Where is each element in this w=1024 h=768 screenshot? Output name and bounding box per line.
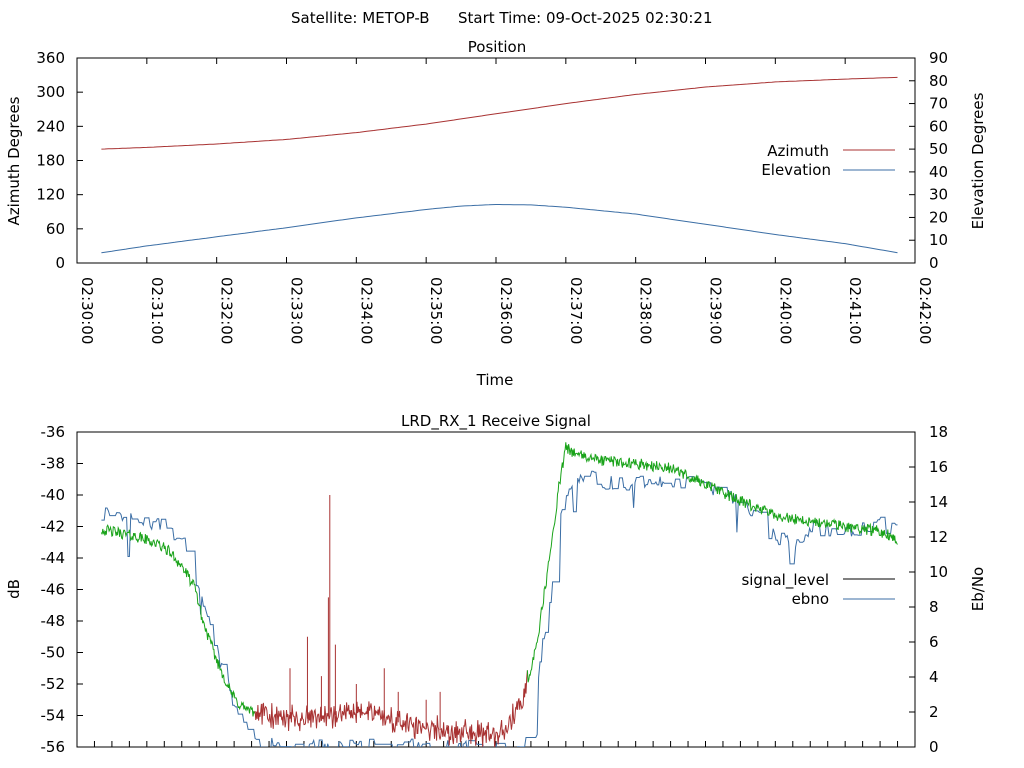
elevation-tick-label: 10 [929, 231, 948, 249]
ebno-axis-label: Eb/No [969, 567, 987, 611]
elevation-axis-label: Elevation Degrees [969, 92, 987, 229]
elevation-tick-label: 50 [929, 140, 948, 158]
position-chart: 0 60 120 180 240 300 360 0 10 20 30 40 50 60 70 80 90 02:… [36, 49, 948, 344]
ebno-tick-label: 14 [929, 493, 948, 511]
db-tick-label: -40 [41, 486, 66, 504]
azimuth-tick-label: 60 [46, 220, 65, 238]
time-tick-label: 02:39:00 [707, 277, 725, 344]
signal-series-group [100, 442, 898, 747]
time-tick-label: 02:36:00 [497, 277, 515, 344]
time-tick-label: 02:31:00 [148, 277, 166, 344]
ebno-tick-label: 6 [929, 633, 939, 651]
time-tick-label: 02:34:00 [357, 277, 375, 344]
time-tick-label: 02:38:00 [637, 277, 655, 344]
signal-chart: -56 -54 -52 -50 -48 -46 -44 -42 -40 -38 -36 0 2 4 6 8 10… [41, 423, 949, 756]
db-tick-label: -38 [41, 455, 66, 473]
legend-signal-level-label: signal_level [741, 571, 829, 590]
elevation-tick-label: 30 [929, 186, 948, 204]
signal-level-line-start [100, 524, 256, 717]
azimuth-line [101, 76, 898, 150]
elevation-tick-label: 90 [929, 49, 948, 67]
time-tick-label: 02:40:00 [776, 277, 794, 344]
db-tick-label: -44 [41, 549, 66, 567]
time-tick-label: 02:42:00 [916, 277, 934, 344]
ebno-tick-label: 16 [929, 458, 948, 476]
elevation-tick-label: 60 [929, 117, 948, 135]
signal-chart-title: LRD_RX_1 Receive Signal [401, 412, 591, 431]
azimuth-tick-label: 300 [36, 83, 65, 101]
db-tick-label: -48 [41, 612, 66, 630]
db-tick-label: -54 [41, 707, 66, 725]
db-tick-label: -36 [41, 423, 66, 441]
satellite-label: Satellite: METOP-B [291, 9, 430, 27]
time-tick-label: 02:33:00 [288, 277, 306, 344]
ebno-tick-label: 12 [929, 528, 948, 546]
elevation-tick-label: 80 [929, 72, 948, 90]
time-tick-label: 02:37:00 [567, 277, 585, 344]
ebno-tick-label: 0 [929, 738, 939, 756]
signal-plot-frame [76, 431, 916, 748]
position-chart-title: Position [468, 38, 526, 56]
elevation-tick-label: 70 [929, 95, 948, 113]
ebno-line [101, 470, 898, 747]
time-tick-label: 02:32:00 [218, 277, 236, 344]
db-tick-label: -50 [41, 644, 66, 662]
db-tick-label: -56 [41, 738, 66, 756]
azimuth-tick-label: 120 [36, 186, 65, 204]
signal-level-line-end [526, 442, 898, 683]
azimuth-tick-label: 240 [36, 117, 65, 135]
db-tick-label: -52 [41, 675, 66, 693]
azimuth-tick-label: 0 [55, 254, 65, 272]
elevation-tick-label: 40 [929, 163, 948, 181]
db-tick-label: -46 [41, 581, 66, 599]
start-time-label: Start Time: 09-Oct-2025 02:30:21 [458, 9, 713, 27]
db-axis-label: dB [5, 579, 23, 599]
db-tick-label: -42 [41, 518, 66, 536]
position-x-axis-label: Time [476, 371, 514, 389]
ebno-tick-label: 18 [929, 423, 948, 441]
azimuth-tick-label: 360 [36, 49, 65, 67]
time-tick-label: 02:30:00 [78, 277, 96, 344]
azimuth-axis-label: Azimuth Degrees [5, 96, 23, 225]
signal-level-line-low [254, 670, 528, 747]
time-tick-label: 02:35:00 [427, 277, 445, 344]
ebno-tick-label: 2 [929, 703, 939, 721]
azimuth-tick-label: 180 [36, 152, 65, 170]
ebno-tick-label: 10 [929, 563, 948, 581]
ebno-tick-label: 4 [929, 668, 939, 686]
elevation-line [101, 204, 898, 254]
elevation-tick-label: 0 [929, 254, 939, 272]
legend-elevation-label: Elevation [761, 161, 831, 179]
legend-azimuth-label: Azimuth [767, 142, 829, 160]
elevation-tick-label: 20 [929, 208, 948, 226]
legend-ebno-label: ebno [792, 590, 829, 608]
ebno-tick-label: 8 [929, 598, 939, 616]
time-tick-label: 02:41:00 [846, 277, 864, 344]
